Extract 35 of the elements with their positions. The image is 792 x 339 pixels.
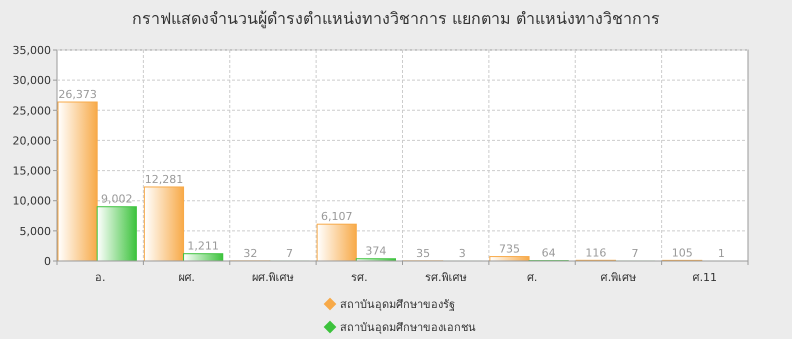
data-label: 64 xyxy=(542,246,556,260)
x-tick-label: ผศ. xyxy=(178,271,195,284)
data-label: 374 xyxy=(365,244,386,258)
data-label: 12,281 xyxy=(144,172,184,186)
data-label: 1,211 xyxy=(187,240,219,253)
y-tick-label: 20,000 xyxy=(12,134,51,148)
data-label: 116 xyxy=(585,246,606,260)
data-label: 105 xyxy=(672,246,693,260)
data-label: 1 xyxy=(718,246,725,260)
data-label: 3 xyxy=(458,246,466,260)
x-tick-label: รศ.พิเศษ xyxy=(424,271,466,284)
legend-label: สถาบันอุดมศึกษาของรัฐ xyxy=(340,298,455,311)
data-label: 7 xyxy=(632,246,639,260)
x-tick-label: ผศ.พิเศษ xyxy=(252,271,294,284)
data-label: 735 xyxy=(498,242,520,256)
x-tick-label: รศ. xyxy=(351,271,368,284)
x-tick-label: ศ.11 xyxy=(692,271,718,284)
data-label: 6,107 xyxy=(320,210,352,224)
data-label: 35 xyxy=(416,246,430,260)
y-tick-label: 0 xyxy=(44,255,51,268)
x-tick-label: ศ.พิเศษ xyxy=(600,271,636,284)
y-tick-label: 25,000 xyxy=(12,104,51,118)
data-label: 7 xyxy=(286,246,294,260)
y-tick-label: 35,000 xyxy=(12,44,51,57)
data-label: 26,373 xyxy=(58,88,97,102)
y-tick-label: 15,000 xyxy=(12,164,51,178)
data-label: 32 xyxy=(243,246,258,260)
y-tick-label: 10,000 xyxy=(12,194,51,208)
y-tick-label: 30,000 xyxy=(12,74,51,88)
x-tick-label: ศ. xyxy=(526,271,538,284)
data-label: 9,002 xyxy=(101,192,133,206)
y-tick-label: 5,000 xyxy=(20,224,51,238)
chart-title: กราฟแสดงจำนวนผู้ดำรงตำแหน่งทางวิชาการ แยกตาม ตำแหน่งทางวิชาการ xyxy=(132,9,660,29)
legend-label: สถาบันอุดมศึกษาของเอกชน xyxy=(340,321,476,334)
x-tick-label: อ. xyxy=(94,271,106,284)
